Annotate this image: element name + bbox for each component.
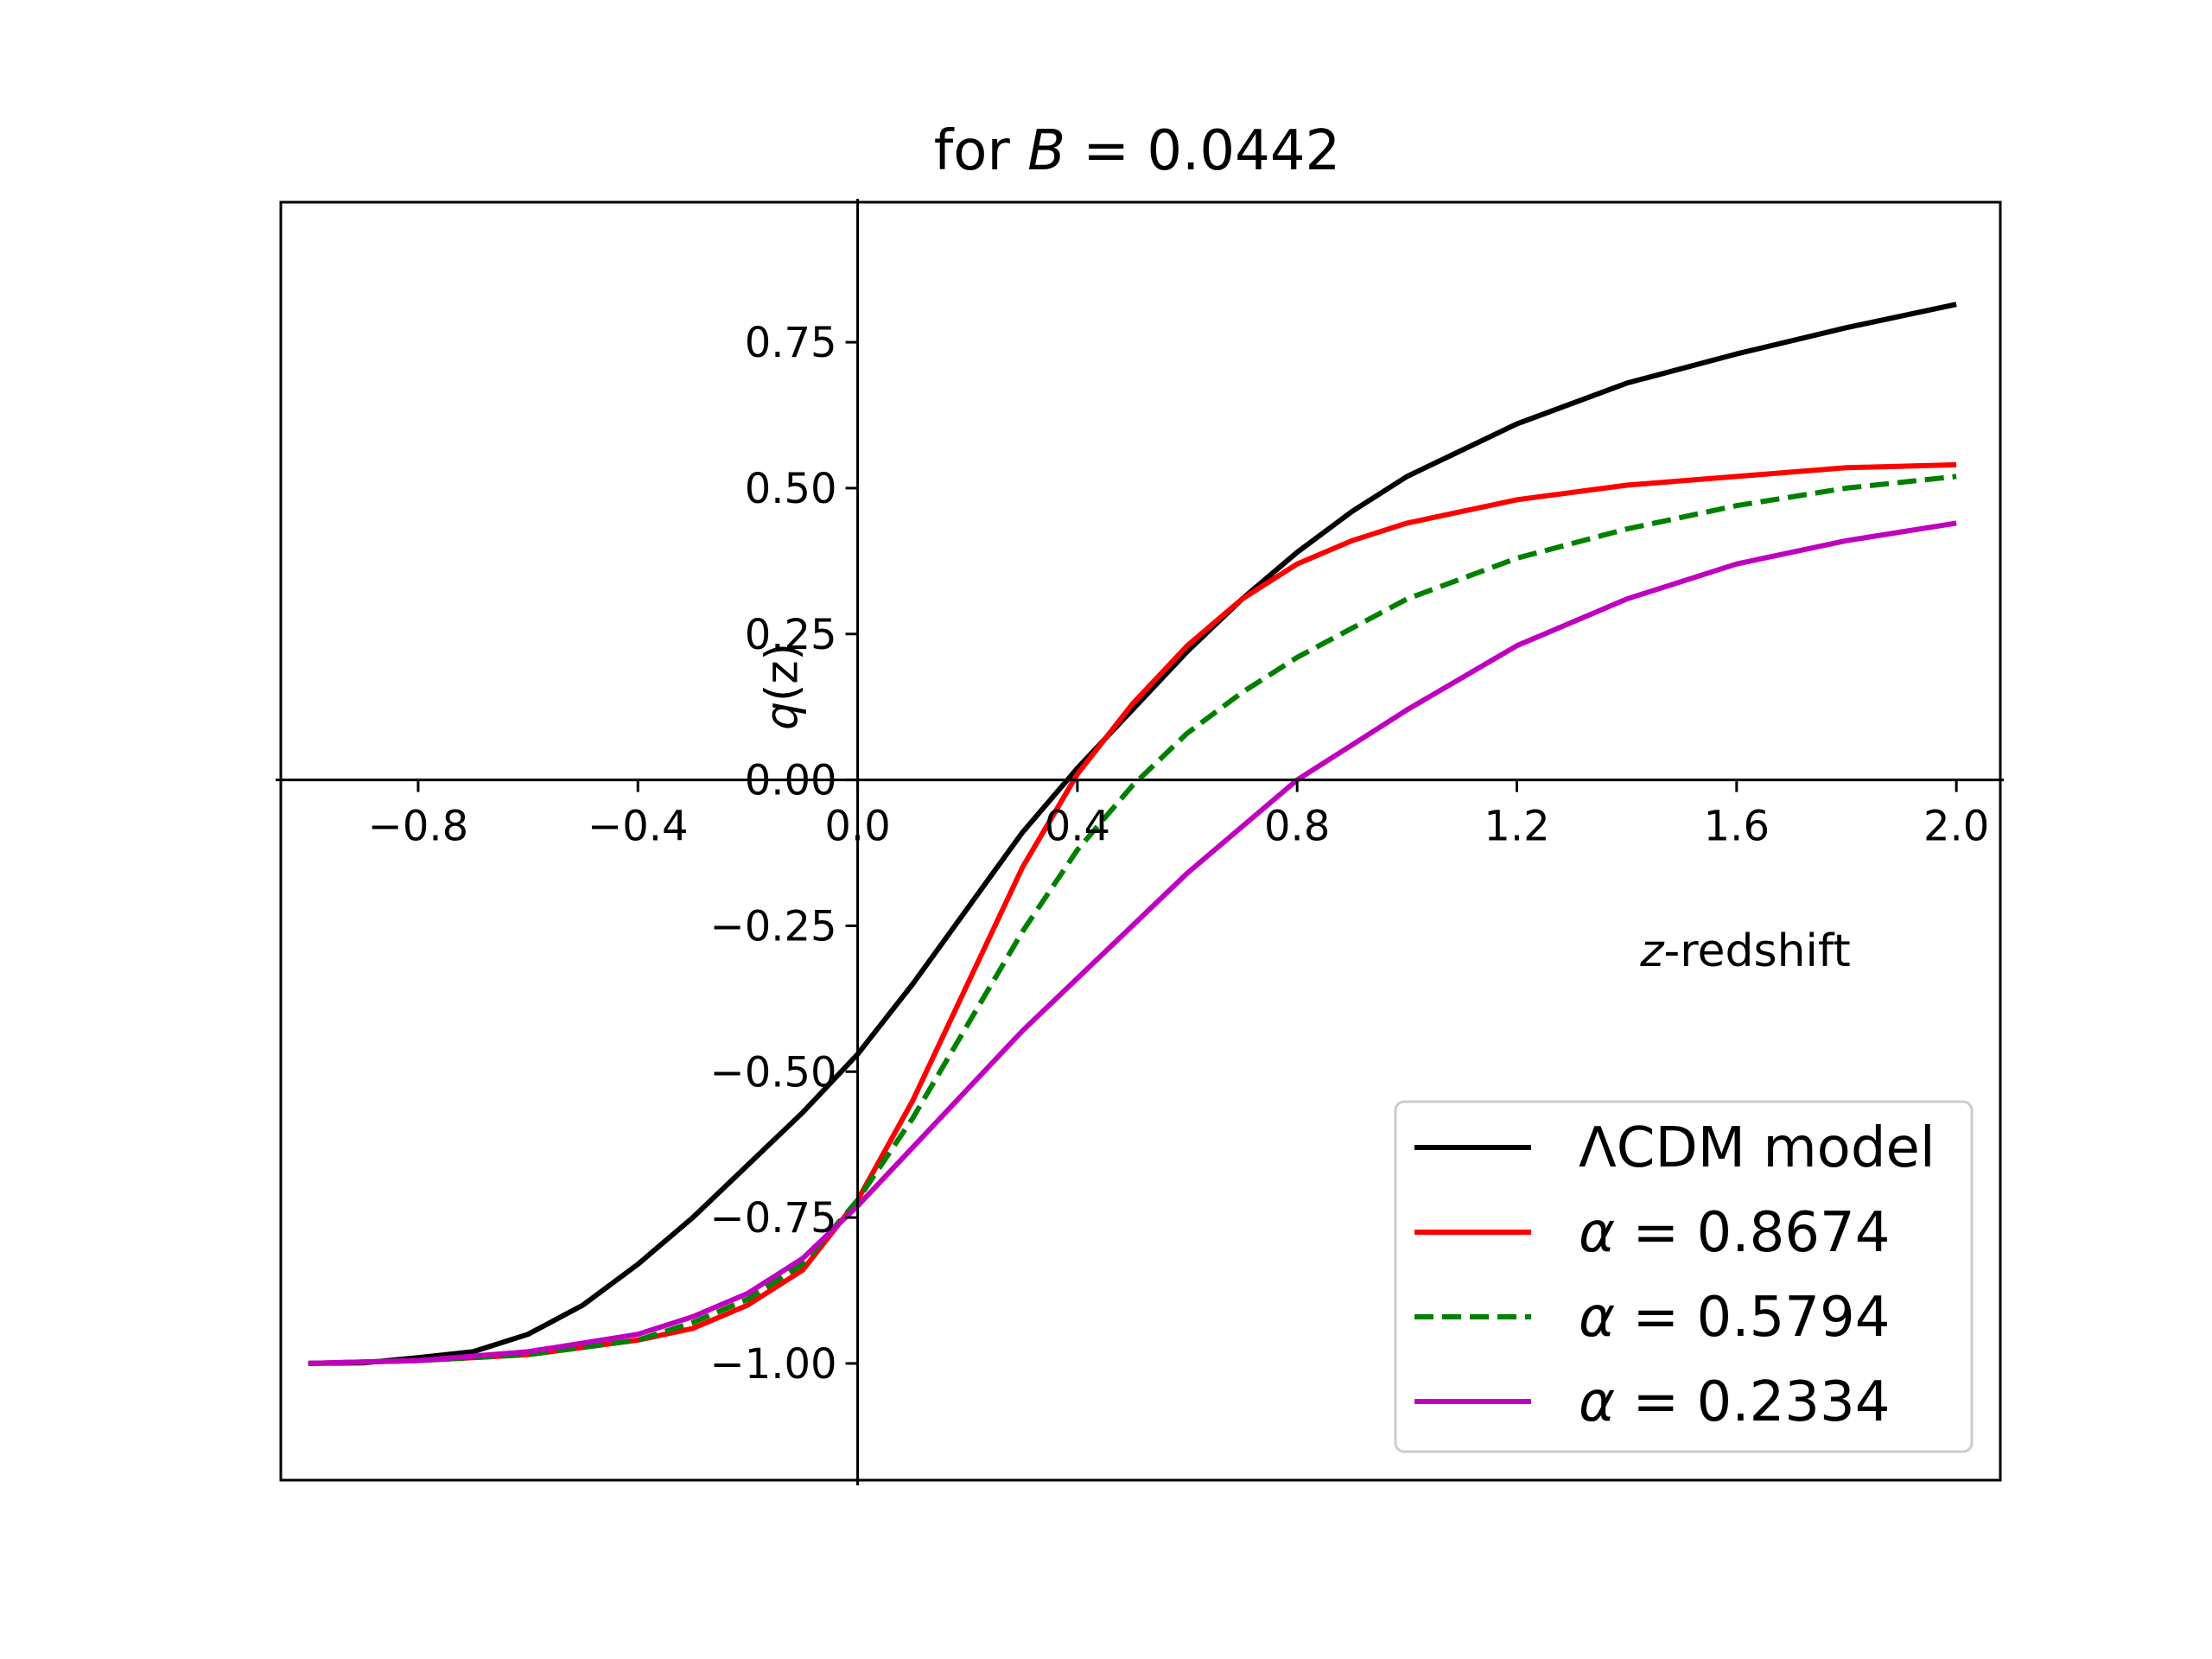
legend-label-3: α = 0.2334	[1579, 1370, 1890, 1434]
legend-label-0: ΛCDM model	[1579, 1116, 1936, 1180]
y-axis-label: q(z)	[757, 643, 809, 730]
x-tick-label: 1.6	[1704, 803, 1770, 851]
x-axis-label: z-redshift	[1639, 925, 1851, 977]
series-line-2	[308, 474, 1957, 1366]
series-line-3	[308, 520, 1957, 1366]
x-tick-label: 0.0	[824, 803, 890, 851]
y-tick-label: 0.00	[745, 757, 837, 805]
plot-area: −0.8 −0.4 0.0 0.4 0.8 1.2 1.6 2.0 −1.00 −0.75 −0.5…	[276, 199, 2004, 1485]
axes-frame	[279, 200, 2002, 1482]
x-tick-label: 2.0	[1923, 803, 1989, 851]
chart-title: for B = 0.0442	[934, 119, 1341, 183]
series-line-0	[308, 302, 1957, 1366]
x-tick-label: −0.4	[588, 803, 689, 851]
legend-label-1: α = 0.8674	[1579, 1201, 1890, 1265]
y-tick-label: 0.50	[745, 465, 837, 513]
y-tick-label: 0.25	[745, 611, 837, 659]
x-tick-label: 1.2	[1484, 803, 1549, 851]
y-tick-label: −0.50	[709, 1048, 836, 1096]
x-tick-label: −0.8	[368, 803, 469, 851]
y-tick-label: −1.00	[709, 1340, 836, 1389]
legend-box	[1394, 1100, 1974, 1453]
series-line-1	[308, 461, 1957, 1366]
x-tick-label: 0.4	[1045, 803, 1110, 851]
y-tick-label: 0.75	[745, 319, 837, 367]
legend: ΛCDM model α = 0.8674 α = 0.5794 α = 0.2334	[1394, 1100, 1974, 1453]
y-tick-label: −0.75	[709, 1194, 836, 1243]
legend-label-2: α = 0.5794	[1579, 1286, 1890, 1350]
y-tick-label: −0.25	[709, 902, 836, 950]
x-tick-label: 0.8	[1264, 803, 1330, 851]
